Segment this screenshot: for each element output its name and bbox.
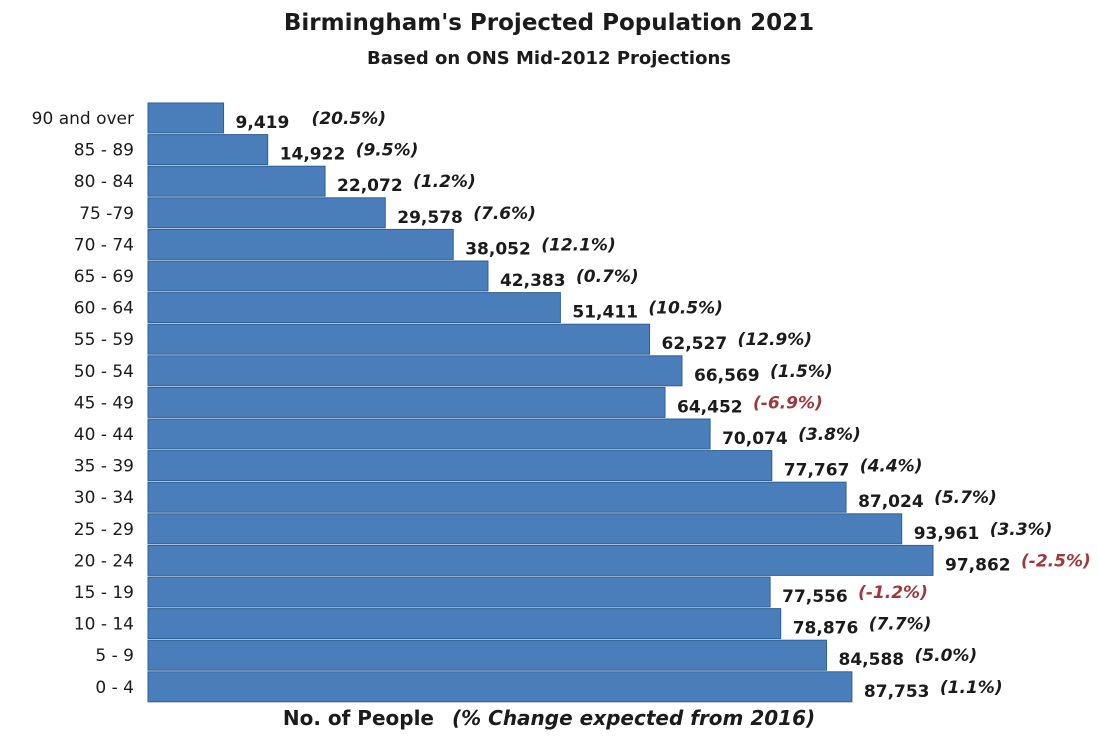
bar-1 [147,134,269,166]
value-label-4: 38,052 [465,239,531,259]
value-label-18: 87,753 [864,682,930,702]
change-label-16: (7.7%) [869,615,932,635]
change-label-0: (20.5%) [312,109,387,129]
change-label-18: (1.1%) [940,678,1003,698]
change-label-2: (1.2%) [413,172,476,192]
value-label-1: 14,922 [280,145,346,165]
change-label-4: (12.1%) [541,235,616,255]
category-label-8: 50 - 54 [74,362,134,382]
change-label-8: (1.5%) [770,362,833,382]
x-axis-title: No. of People [282,706,434,730]
category-label-4: 70 - 74 [74,235,134,255]
category-label-7: 55 - 59 [74,330,134,350]
bar-4 [147,228,454,260]
chart-title: Birmingham's Projected Population 2021 [283,10,815,36]
bar-13 [147,513,903,545]
value-label-3: 29,578 [397,208,463,228]
bar-17 [147,639,828,671]
bar-6 [147,292,561,324]
category-label-17: 5 - 9 [95,646,134,666]
category-label-14: 20 - 24 [74,551,134,571]
change-label-9: (-6.9%) [753,393,823,413]
category-label-9: 45 - 49 [74,393,134,413]
chart-subtitle: Based on ONS Mid-2012 Projections [367,48,731,69]
value-label-0: 9,419 [236,113,290,133]
change-label-10: (3.8%) [798,425,861,445]
change-label-7: (12.9%) [738,330,813,350]
value-label-10: 70,074 [722,429,788,449]
bar-12 [147,481,847,513]
change-label-3: (7.6%) [473,204,536,224]
value-label-17: 84,588 [839,650,905,670]
category-label-13: 25 - 29 [74,520,134,540]
category-label-1: 85 - 89 [74,141,134,161]
value-label-7: 62,527 [662,334,728,354]
category-label-10: 40 - 44 [74,425,134,445]
value-label-8: 66,569 [694,366,760,386]
bar-15 [147,576,771,608]
category-label-11: 35 - 39 [74,457,134,477]
category-label-6: 60 - 64 [74,299,134,319]
x-axis-note: (% Change expected from 2016) [452,706,816,730]
change-label-14: (-2.5%) [1021,551,1091,571]
change-label-6: (10.5%) [648,299,723,319]
bar-7 [147,323,651,355]
category-label-5: 65 - 69 [74,267,134,287]
category-label-2: 80 - 84 [74,172,134,192]
bar-16 [147,608,782,640]
value-label-9: 64,452 [677,397,743,417]
category-label-16: 10 - 14 [74,615,134,635]
change-label-5: (0.7%) [576,267,639,287]
bar-2 [147,165,326,197]
change-label-15: (-1.2%) [858,583,928,603]
value-label-13: 93,961 [914,524,980,544]
value-label-12: 87,024 [858,492,924,512]
category-label-12: 30 - 34 [74,488,134,508]
value-label-5: 42,383 [500,271,566,291]
bar-3 [147,197,386,229]
value-label-16: 78,876 [793,619,859,639]
bar-5 [147,260,489,292]
value-label-15: 77,556 [782,587,848,607]
change-label-17: (5.0%) [915,646,978,666]
value-label-14: 97,862 [945,555,1011,575]
category-label-15: 15 - 19 [74,583,134,603]
bar-8 [147,355,683,387]
value-label-11: 77,767 [784,461,850,481]
value-label-6: 51,411 [572,303,638,323]
change-label-1: (9.5%) [356,141,419,161]
bar-11 [147,450,773,482]
category-label-18: 0 - 4 [95,678,134,698]
value-label-2: 22,072 [337,176,403,196]
bar-14 [147,544,934,576]
x-axis-label: No. of People (% Change expected from 201… [0,706,1098,730]
bar-10 [147,418,711,450]
change-label-11: (4.4%) [860,457,923,477]
bar-0 [147,102,225,134]
change-label-13: (3.3%) [990,520,1053,540]
category-label-0: 90 and over [32,109,134,129]
category-label-3: 75 -79 [79,204,134,224]
bar-18 [147,671,853,703]
change-label-12: (5.7%) [934,488,997,508]
bar-9 [147,386,666,418]
